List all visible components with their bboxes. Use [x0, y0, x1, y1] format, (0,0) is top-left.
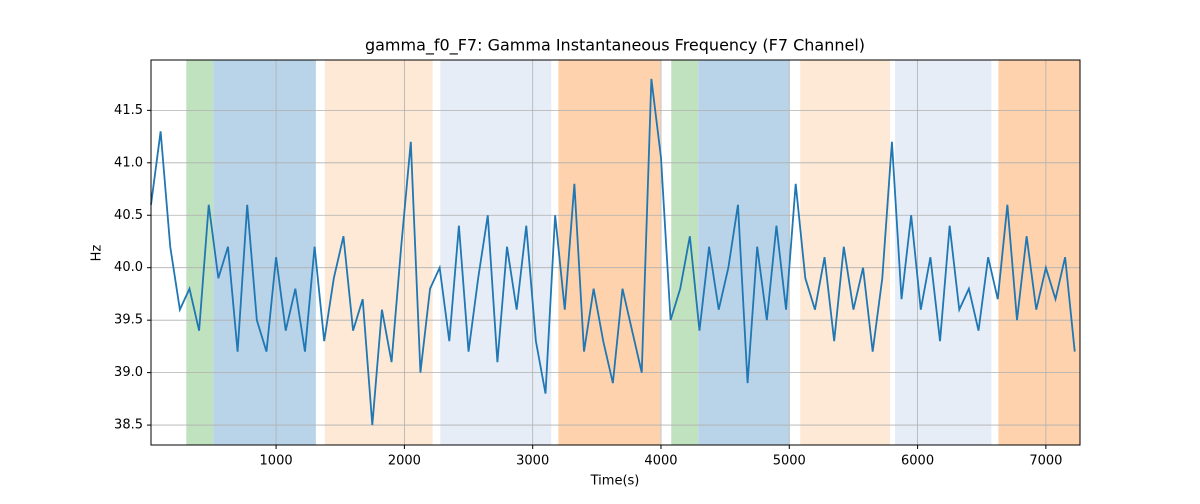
x-tick-label: 2000: [388, 454, 421, 469]
span: [698, 60, 790, 445]
x-axis-label: Time(s): [590, 474, 640, 489]
y-tick-label: 38.5: [114, 418, 143, 433]
span: [324, 60, 433, 445]
y-axis-label: Hz: [90, 245, 105, 262]
y-tick-label: 39.0: [114, 365, 143, 380]
x-tick-label: 3000: [516, 454, 549, 469]
y-tick-label: 39.5: [114, 313, 143, 328]
data-line: [150, 78, 1076, 426]
span: [895, 60, 992, 445]
x-tick-label: 5000: [773, 454, 806, 469]
x-tick-label: 6000: [901, 454, 934, 469]
x-tick-label: 1000: [260, 454, 293, 469]
span: [671, 60, 699, 445]
y-tick-label: 41.5: [114, 103, 143, 118]
y-tick-label: 40.0: [114, 260, 143, 275]
chart-title: gamma_f0_F7: Gamma Instantaneous Frequen…: [365, 36, 865, 56]
y-tick-label: 41.0: [114, 155, 143, 170]
span: [186, 60, 214, 445]
plot-frame: [150, 59, 1081, 446]
y-tick-label: 40.5: [114, 208, 143, 223]
span: [213, 60, 316, 445]
x-tick-label: 7000: [1029, 454, 1062, 469]
span: [558, 60, 661, 445]
x-tick-label: 4000: [644, 454, 677, 469]
